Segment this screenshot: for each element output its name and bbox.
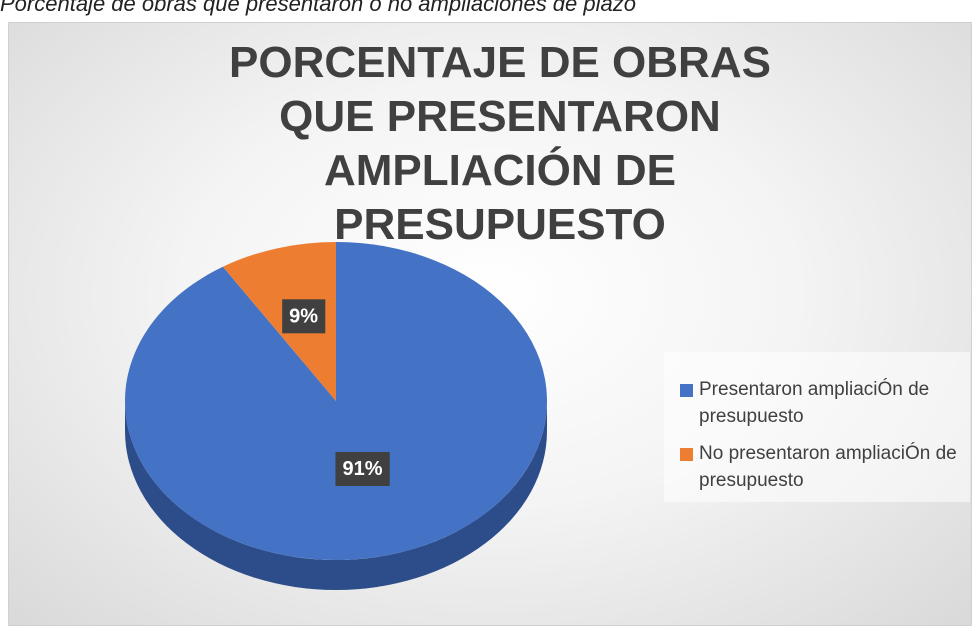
chart-title: PORCENTAJE DE OBRAS QUE PRESENTARON AMPL… — [229, 38, 771, 249]
pie-side — [125, 401, 547, 590]
data-label: 91% — [342, 458, 382, 480]
pie-slice — [222, 242, 336, 401]
data-label: 9% — [289, 305, 318, 327]
data-label-bg — [282, 299, 326, 334]
data-label-bg — [335, 451, 390, 486]
legend-label: Presentaron ampliaciÓn de presupuesto — [699, 379, 930, 427]
legend-label: No presentaron ampliaciÓn de presupuesto — [699, 443, 957, 491]
legend-item: Presentaron ampliaciÓn de presupuesto — [680, 376, 979, 430]
pie-slice — [125, 242, 548, 560]
caption: Porcentaje de obras que presentaron o no… — [0, 0, 636, 16]
legend-swatch — [680, 384, 693, 397]
legend: Presentaron ampliaciÓn de presupuesto No … — [664, 352, 970, 502]
legend-item: No presentaron ampliaciÓn de presupuesto — [680, 440, 979, 494]
legend-swatch — [680, 448, 693, 461]
